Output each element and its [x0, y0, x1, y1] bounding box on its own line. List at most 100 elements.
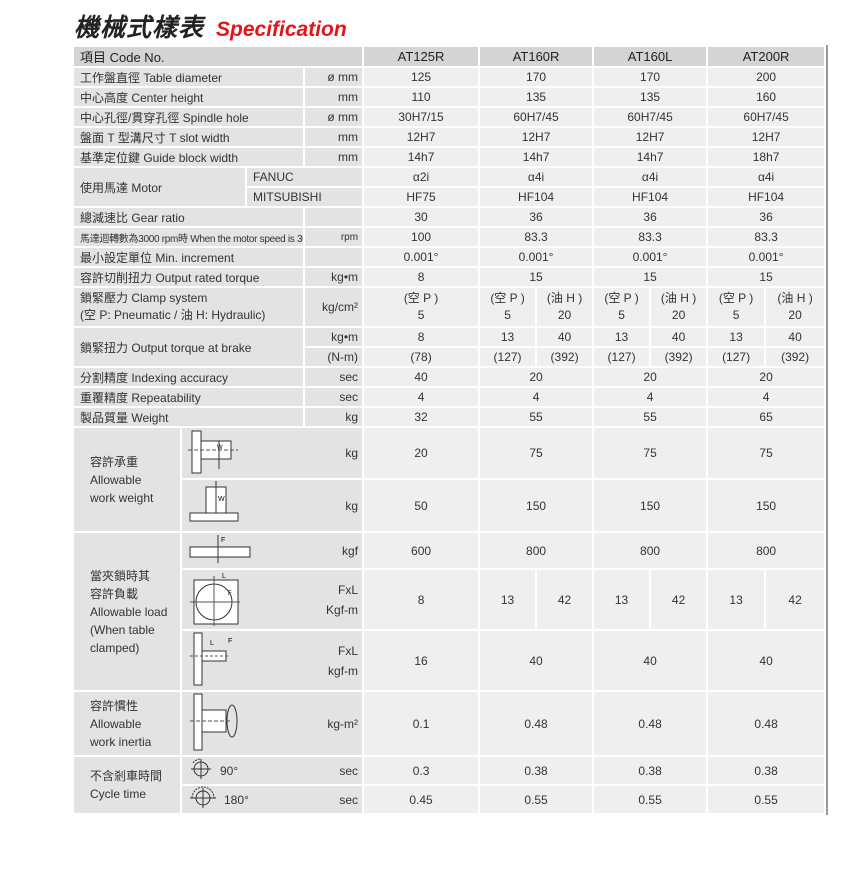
value-cell: 0.55	[706, 784, 827, 815]
unit-label: kg•m	[302, 266, 365, 288]
value-cell: 0.55	[592, 784, 709, 815]
value-cell: 36	[592, 206, 709, 228]
value-cell: 170	[592, 66, 709, 88]
value-cell: HF104	[478, 186, 595, 208]
value-cell: 0.48	[706, 690, 827, 757]
spec-row: 不含剎車時間 Cycle time 90° sec 0.3 0.38 0.38 0.38	[72, 755, 827, 815]
value-cell: 75	[592, 426, 709, 480]
value-cell: 13	[478, 326, 538, 348]
vertical-load-icon: W	[188, 481, 248, 530]
value-cell: 0.3	[362, 755, 481, 786]
spec-row: 工作盤直徑 Table diameter ø mm 125 170 170 200	[72, 66, 827, 88]
value-cell: (392)	[764, 346, 827, 368]
spec-row: 鎖緊扭力 Output torque at brake kg•m 8 13 40 13 40…	[72, 326, 827, 368]
unit-label: kg•m	[302, 326, 365, 348]
spec-row: 盤面 T 型溝尺寸 T slot width mm 12H7 12H7 12H7 12H7	[72, 126, 827, 148]
value-cell: 75	[706, 426, 827, 480]
spec-label: 馬達迴轉數為3000 rpm時 When the motor speed is …	[72, 226, 305, 248]
value-cell: 125	[362, 66, 481, 88]
value-cell: 42	[764, 568, 827, 631]
unit-label: kg	[302, 406, 365, 428]
value-cell: 0.1	[362, 690, 481, 757]
value-cell: 200	[706, 66, 827, 88]
value-cell: HF104	[592, 186, 709, 208]
value-cell: 0.001°	[592, 246, 709, 268]
value-cell: (392)	[535, 346, 595, 368]
value-cell: α4i	[592, 166, 709, 188]
value-cell: 0.48	[478, 690, 595, 757]
value-cell: 75	[478, 426, 595, 480]
value-cell: 83.3	[706, 226, 827, 248]
inertia-icon	[188, 693, 250, 754]
value-cell: 36	[478, 206, 595, 228]
page-title: 機械式樣表 Specification	[74, 8, 347, 44]
value-cell: 160	[706, 86, 827, 108]
unit-label: mm	[302, 126, 365, 148]
value-cell: 135	[478, 86, 595, 108]
spec-group-label: 容許慣性 Allowable work inertia	[72, 690, 182, 757]
value-cell: (空 P ) 5	[362, 286, 481, 328]
value-cell: 800	[592, 531, 709, 570]
unit-label: ø mm	[302, 66, 365, 88]
value-cell: 100	[362, 226, 481, 248]
value-cell: 14h7	[592, 146, 709, 168]
value-cell: (油 H ) 20	[764, 286, 827, 328]
value-cell: 30	[362, 206, 481, 228]
spec-label: 最小設定單位 Min. increment	[72, 246, 305, 268]
unit-label: kgf	[342, 543, 359, 558]
rotate-90-icon	[188, 758, 214, 783]
svg-text:F: F	[228, 638, 232, 645]
value-cell: 40	[592, 629, 709, 692]
unit-label: (N-m)	[302, 346, 365, 368]
rotate-180-icon	[188, 787, 218, 812]
spec-label: 使用馬達 Motor	[72, 166, 247, 208]
diagram-wrap: L F FxL Kgf-m	[188, 571, 359, 628]
value-cell: 600	[362, 531, 481, 570]
value-cell: (空 P ) 5	[478, 286, 538, 328]
value-cell: 12H7	[706, 126, 827, 148]
specification-table: 項目 Code No. AT125R AT160R AT160L AT200R …	[71, 45, 827, 815]
unit-label: FxL Kgf-m	[326, 582, 359, 617]
svg-text:W: W	[218, 496, 225, 503]
value-cell: 4	[706, 386, 827, 408]
value-cell: 55	[592, 406, 709, 428]
header-label: 項目 Code No.	[71, 45, 365, 68]
value-cell: (油 H ) 20	[649, 286, 709, 328]
value-cell: 800	[706, 531, 827, 570]
spec-row: (N-m) (78) (127) (392) (127) (392) (127) (392)	[73, 346, 827, 368]
value-cell: α2i	[362, 166, 481, 188]
spec-row: L F FxL kgf-m 16 40 40 40	[73, 629, 827, 692]
value-cell: (127)	[706, 346, 767, 368]
value-cell: 42	[649, 568, 709, 631]
unit-label: kg	[345, 446, 359, 460]
value-cell: HF104	[706, 186, 827, 208]
unit-label: ø mm	[302, 106, 365, 128]
value-cell: 0.38	[706, 755, 827, 786]
value-cell: 13	[706, 568, 767, 631]
value-cell: 4	[362, 386, 481, 408]
value-cell: 83.3	[478, 226, 595, 248]
value-cell: 150	[592, 478, 709, 533]
value-cell: 40	[764, 326, 827, 348]
value-cell: 20	[362, 426, 481, 480]
spec-label: 中心孔徑/貫穿孔徑 Spindle hole	[72, 106, 305, 128]
svg-text:L: L	[222, 573, 226, 580]
spec-row: 中心高度 Center height mm 110 135 135 160	[72, 86, 827, 108]
spec-row: 分割精度 Indexing accuracy sec 40 20 20 20	[72, 366, 827, 388]
spec-label: 製品質量 Weight	[72, 406, 305, 428]
value-cell: 170	[478, 66, 595, 88]
unit-label: kg/cm²	[302, 286, 365, 328]
unit-label: sec	[302, 366, 365, 388]
unit-label: sec	[339, 792, 359, 807]
unit-label: FxL kgf-m	[328, 643, 359, 678]
value-cell: 40	[706, 629, 827, 692]
value-cell: 40	[649, 326, 709, 348]
diagram-wrap: 180° sec	[188, 787, 359, 812]
value-cell: 0.45	[362, 784, 481, 815]
